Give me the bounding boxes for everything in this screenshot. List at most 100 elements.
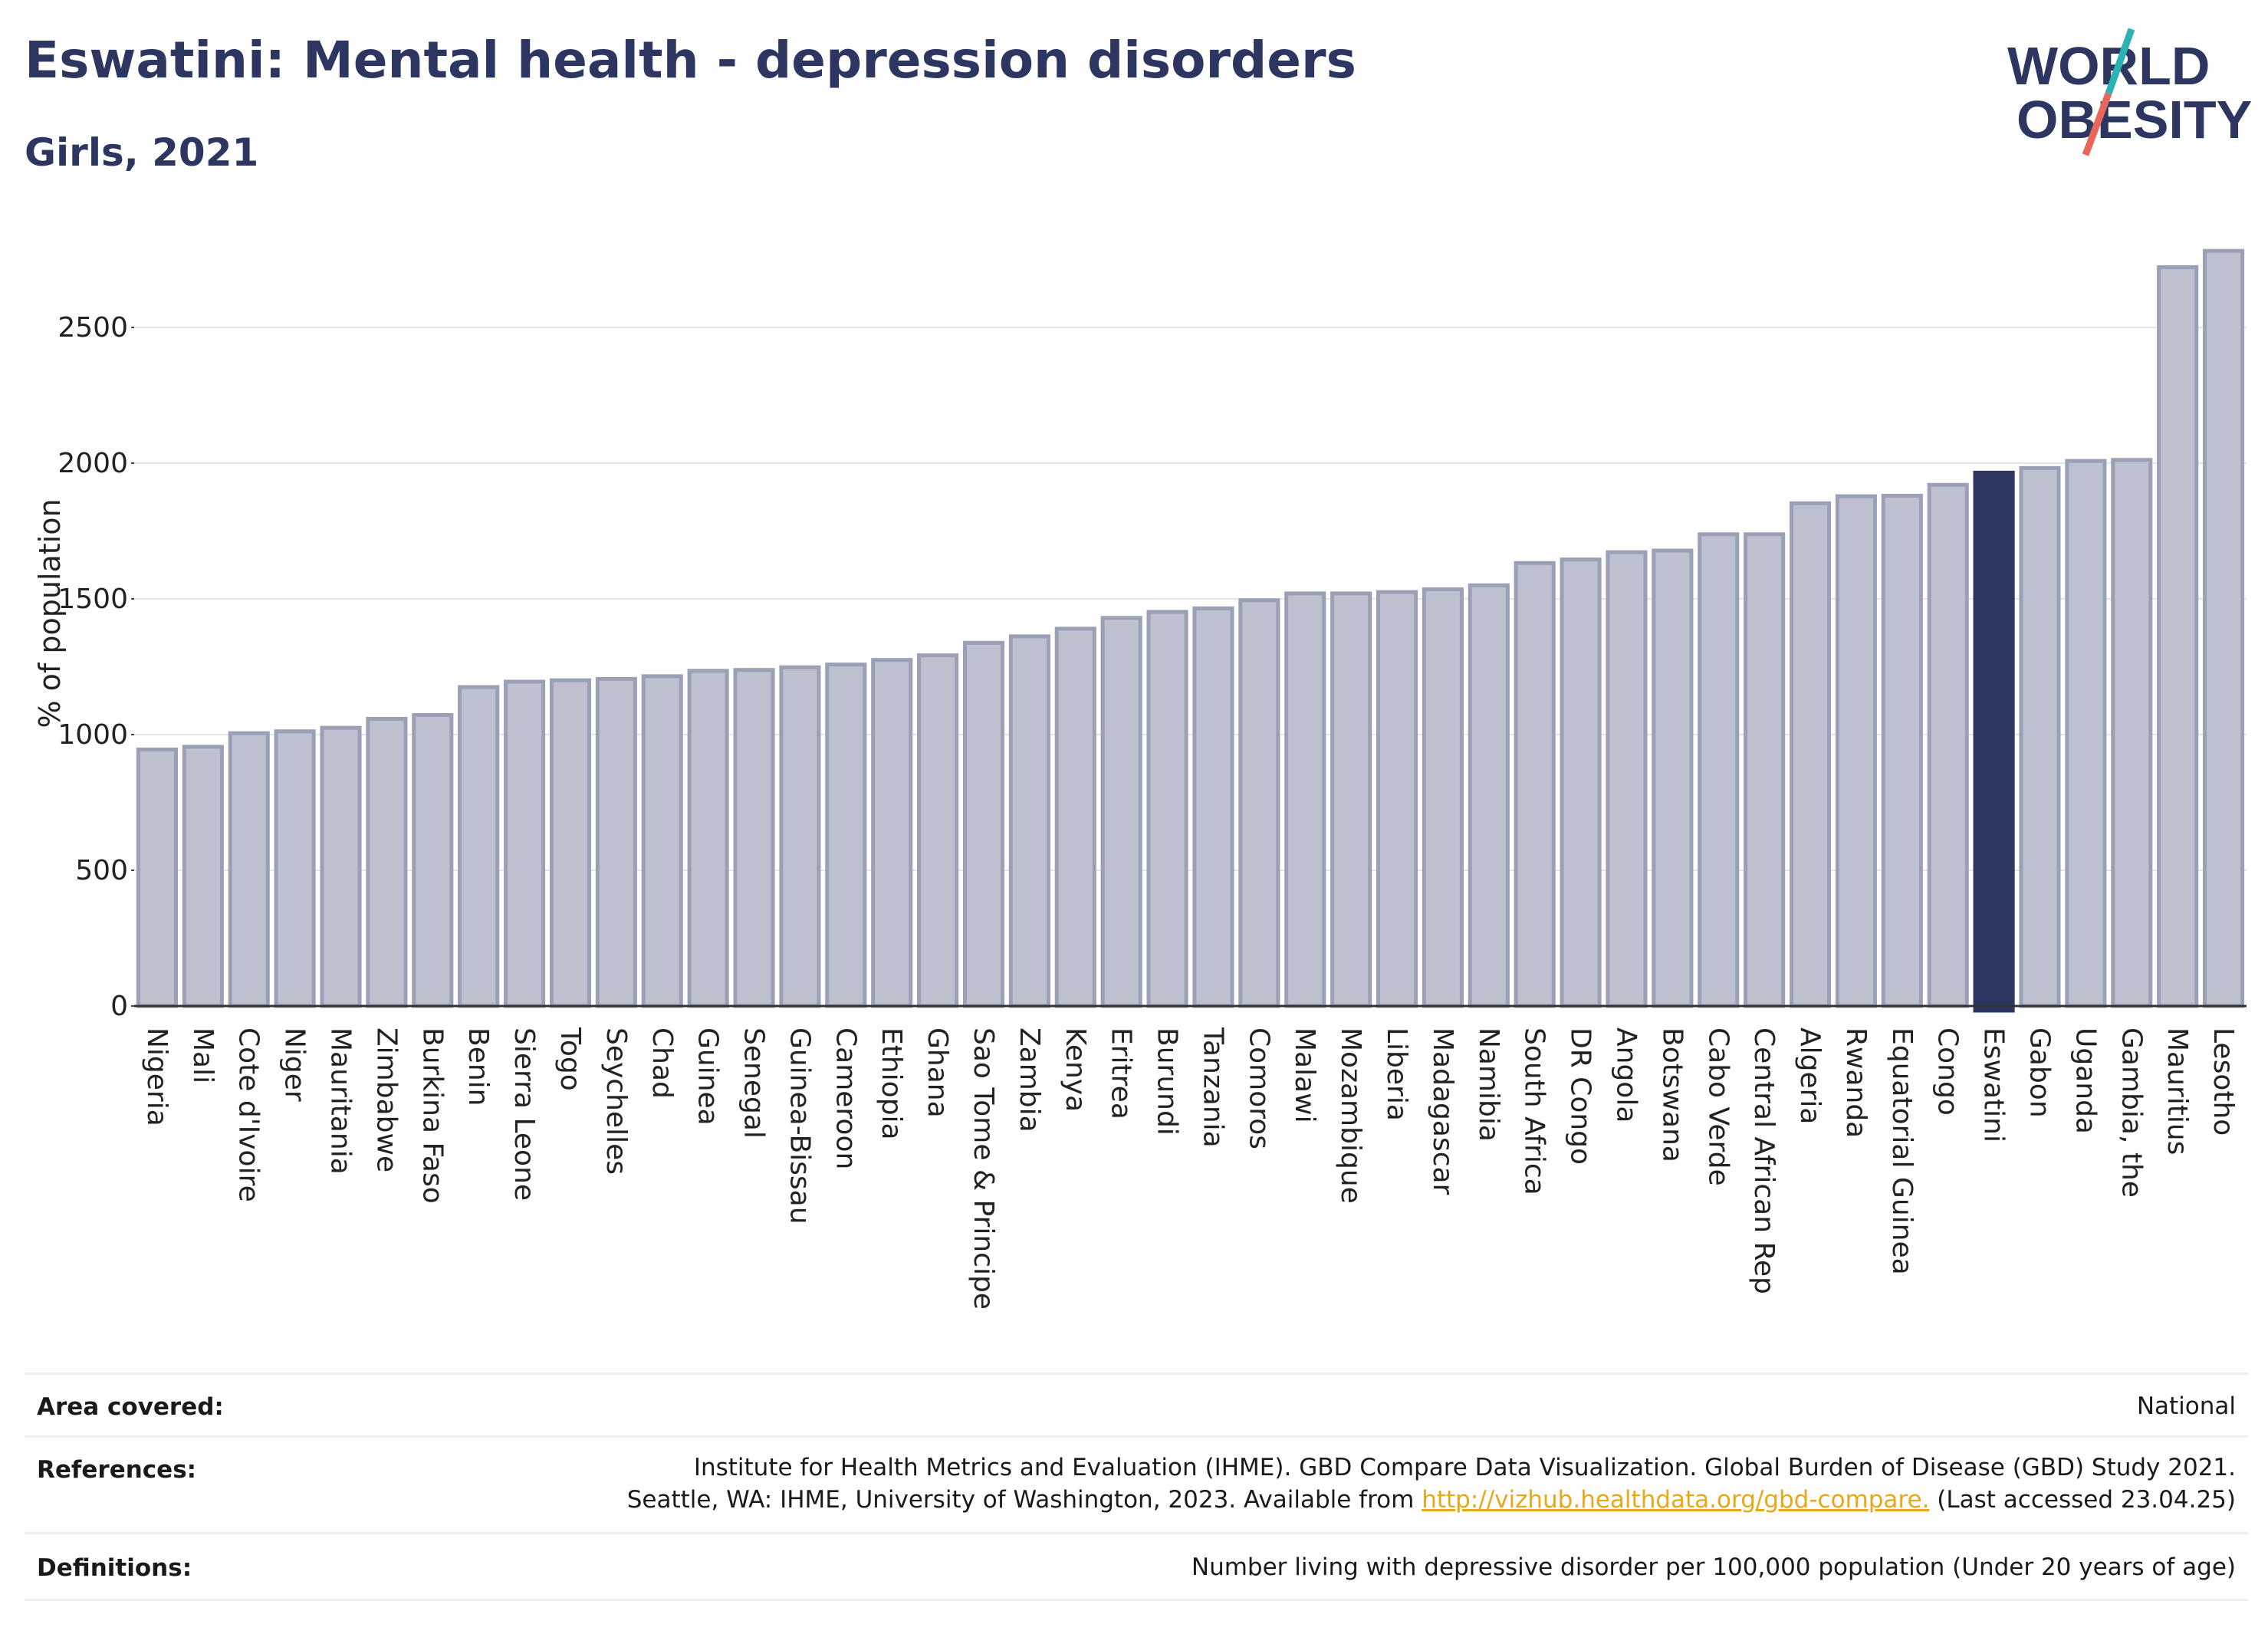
bar (1330, 591, 1372, 1008)
bar (549, 678, 592, 1008)
y-tick-label: 0 (110, 991, 128, 1022)
x-tick-label: Benin (462, 1027, 494, 1106)
bar (1789, 501, 1832, 1008)
bar (274, 729, 316, 1008)
bar (1238, 598, 1280, 1008)
x-tick-label: Central African Rep (1748, 1027, 1780, 1294)
definitions-label: Definitions: (37, 1554, 192, 1582)
bar (366, 716, 408, 1008)
references-line-2-text: Seattle, WA: IHME, University of Washing… (626, 1486, 1422, 1514)
x-tick-label: Gabon (2023, 1027, 2055, 1118)
x-tick-label: Cabo Verde (1702, 1027, 1734, 1186)
definitions-value: Number living with depressive disorder p… (1191, 1553, 2236, 1581)
logo-slash-red (2082, 92, 2112, 156)
x-tick-label: Niger (279, 1027, 311, 1102)
x-tick-label: Comoros (1243, 1027, 1274, 1149)
bar (182, 745, 224, 1008)
bar (825, 662, 867, 1008)
x-tick-label: Liberia (1381, 1027, 1412, 1121)
x-tick-label: Eritrea (1106, 1027, 1137, 1119)
bar (1881, 493, 1923, 1008)
x-tick-label: Namibia (1473, 1027, 1504, 1142)
x-tick-label: Burkina Faso (416, 1027, 448, 1204)
x-tick-label: Kenya (1060, 1027, 1091, 1112)
bar (1192, 606, 1234, 1008)
x-tick-label: Zimbabwe (370, 1027, 402, 1172)
x-tick-label: Mauritius (2161, 1027, 2193, 1155)
x-tick-label: Ethiopia (876, 1027, 907, 1140)
logo-slash-teal (2105, 28, 2135, 95)
x-tick-label: Cote d'Ivoire (233, 1027, 265, 1202)
bar (1376, 590, 1418, 1008)
bar (779, 665, 821, 1008)
x-tick-label: DR Congo (1565, 1027, 1596, 1165)
y-tick-label: 1500 (58, 584, 128, 615)
x-tick-label: Ghana (922, 1027, 953, 1118)
x-tick-label: Malawi (1289, 1027, 1320, 1123)
references-line-1: Institute for Health Metrics and Evaluat… (693, 1454, 2236, 1481)
x-tick-label: Nigeria (141, 1027, 173, 1126)
x-tick-label: Chad (646, 1027, 678, 1099)
bar (1146, 610, 1188, 1008)
bar (1468, 583, 1510, 1008)
bar (1100, 616, 1142, 1008)
bar (1835, 494, 1877, 1008)
page-subtitle: Girls, 2021 (25, 130, 259, 175)
bar (2019, 465, 2061, 1008)
references-line-2: Seattle, WA: IHME, University of Washing… (627, 1484, 2236, 1516)
x-tick-label: Senegal (738, 1027, 770, 1139)
x-tick-label: South Africa (1519, 1027, 1550, 1195)
bar (136, 747, 179, 1008)
x-tick-label: Tanzania (1197, 1027, 1228, 1148)
x-tick-label: Angola (1610, 1027, 1642, 1123)
y-tick-label: 1000 (58, 719, 128, 751)
page-title: Eswatini: Mental health - depression dis… (25, 31, 1356, 90)
bar (1422, 587, 1464, 1008)
bar (228, 731, 270, 1008)
x-tick-label: Burundi (1152, 1027, 1183, 1136)
bar (1560, 557, 1602, 1008)
bar (1698, 532, 1740, 1008)
bar (595, 676, 637, 1008)
references-label: References: (37, 1456, 197, 1484)
y-axis-label: % of population (33, 498, 67, 728)
area-covered-label: Area covered: (37, 1393, 224, 1421)
x-tick-label: Guinea-Bissau (784, 1027, 815, 1225)
world-obesity-logo: WORLD OBESITY (2007, 28, 2252, 156)
bar (1284, 591, 1326, 1008)
bar (1744, 532, 1786, 1008)
bar (320, 725, 362, 1008)
x-tick-label: Lesotho (2207, 1027, 2239, 1136)
bar (1054, 626, 1096, 1008)
info-row-definitions: Definitions: Number living with depressi… (25, 1532, 2248, 1601)
bar (1927, 482, 1969, 1008)
x-tick-label: Mozambique (1335, 1027, 1366, 1204)
bar (2157, 265, 2199, 1008)
x-tick-label: Algeria (1794, 1027, 1826, 1125)
bar (2111, 458, 2153, 1008)
x-tick-label: Eswatini (1978, 1027, 2010, 1142)
bar (1606, 550, 1648, 1008)
x-tick-label: Zambia (1014, 1027, 1045, 1133)
bar (1652, 548, 1694, 1008)
references-value: Institute for Health Metrics and Evaluat… (627, 1452, 2236, 1516)
area-covered-value: National (2136, 1392, 2236, 1420)
bar (1008, 634, 1050, 1008)
y-tick-label: 2500 (58, 312, 128, 344)
x-tick-label: Mali (187, 1027, 219, 1083)
bar-highlight (1973, 470, 2015, 1013)
x-tick-label: Gambia, the (2115, 1027, 2147, 1198)
bar (687, 669, 729, 1008)
x-tick-label: Mauritania (325, 1027, 357, 1175)
bar (733, 668, 775, 1008)
bar (458, 685, 500, 1008)
bar (871, 658, 913, 1008)
x-tick-label: Seychelles (600, 1027, 632, 1175)
info-row-area: Area covered: National (25, 1373, 2248, 1436)
bar (504, 679, 546, 1008)
references-link[interactable]: http://vizhub.healthdata.org/gbd-compare… (1422, 1486, 1930, 1514)
y-tick-label: 500 (75, 855, 128, 886)
x-tick-label: Uganda (2069, 1027, 2101, 1134)
x-tick-label: Cameroon (830, 1027, 861, 1169)
bar (2202, 248, 2245, 1008)
